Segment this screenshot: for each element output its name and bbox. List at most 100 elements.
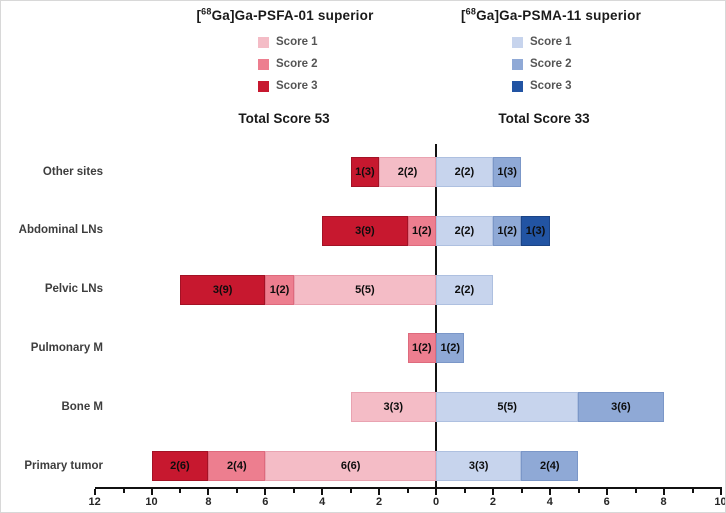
segment-value-label: 5(5)	[355, 283, 375, 296]
bar-segment-right-score2: 3(6)	[578, 392, 664, 423]
x-axis-major-tick	[548, 489, 551, 495]
x-axis-tick-label: 8	[205, 496, 212, 508]
x-axis-major-tick	[719, 489, 722, 495]
x-axis-minor-tick	[463, 489, 466, 493]
bar-segment-right-score3: 1(3)	[521, 215, 550, 246]
x-axis-line	[94, 487, 722, 489]
bar-segment-right-score2: 2(4)	[521, 451, 579, 481]
left-series-title: [68Ga]Ga-PSFA-01 superior	[196, 6, 374, 23]
x-axis-tick-label: 12	[88, 496, 101, 508]
bar-segment-left-score1: 2(2)	[379, 157, 436, 187]
segment-value-label: 1(3)	[355, 166, 375, 178]
bar-segment-left-score2: 2(4)	[208, 451, 266, 481]
x-axis-minor-tick	[577, 489, 580, 493]
x-axis-tick-label: 6	[262, 496, 269, 508]
bar-segment-right-score2: 1(3)	[492, 157, 522, 187]
x-axis-minor-tick	[634, 489, 637, 493]
legend-swatch-icon	[512, 36, 523, 48]
segment-value-label: 1(2)	[440, 342, 460, 355]
x-axis-major-tick	[491, 489, 494, 495]
legend-swatch-icon	[258, 80, 269, 92]
x-axis-major-tick	[264, 489, 267, 495]
x-axis-minor-tick	[293, 489, 296, 493]
category-label: Bone M	[61, 400, 103, 413]
x-axis-minor-tick	[350, 489, 353, 493]
bar-segment-left-score1: 3(3)	[350, 392, 436, 423]
segment-value-label: 2(6)	[170, 460, 190, 472]
bar-left-abdominal-lns: 3(9) 1(2)	[322, 215, 436, 246]
bar-segment-left-score1: 5(5)	[293, 274, 436, 305]
x-axis-major-tick	[207, 489, 210, 495]
legend-item-left-score1: Score 1	[258, 31, 318, 53]
bar-segment-left-score1: 6(6)	[265, 451, 436, 481]
segment-value-label: 2(2)	[454, 166, 475, 178]
category-label: Primary tumor	[24, 459, 103, 472]
segment-value-label: 3(3)	[468, 460, 489, 472]
bar-segment-right-score1: 2(2)	[436, 215, 493, 246]
legend-item-right-score2: Score 2	[512, 53, 572, 75]
x-axis-tick-label: 6	[603, 496, 610, 508]
segment-value-label: 1(2)	[411, 224, 432, 237]
legend-item-left-score2: Score 2	[258, 53, 318, 75]
category-label: Pulmonary M	[30, 341, 103, 354]
segment-value-label: 2(4)	[540, 460, 560, 472]
segment-value-label: 1(2)	[269, 283, 290, 296]
bar-right-pulmonary-m: 1(2)	[436, 333, 465, 364]
bar-right-abdominal-lns: 2(2) 1(2) 1(3)	[436, 215, 550, 246]
x-axis-tick-label: 8	[660, 496, 667, 508]
legend-item-label: Score 1	[276, 36, 318, 48]
legend-swatch-icon	[512, 80, 523, 92]
x-axis-tick-label: 10	[714, 496, 726, 508]
legend-item-left-score3: Score 3	[258, 75, 318, 97]
x-axis-minor-tick	[122, 489, 125, 493]
segment-value-label: 6(6)	[340, 460, 361, 472]
bar-segment-left-score3: 3(9)	[322, 215, 408, 246]
legend-item-right-score3: Score 3	[512, 75, 572, 97]
total-score-left: Total Score 53	[238, 111, 330, 126]
right-series-title: [68Ga]Ga-PSMA-11 superior	[460, 6, 642, 23]
category-label: Abdominal LNs	[18, 224, 103, 237]
segment-value-label: 2(4)	[227, 460, 247, 472]
x-axis-major-tick	[93, 489, 96, 495]
segment-value-label: 2(2)	[454, 283, 475, 296]
bar-segment-left-score3: 1(3)	[350, 157, 380, 187]
bar-segment-right-score2: 1(2)	[492, 215, 522, 246]
segment-value-label: 2(2)	[454, 224, 475, 237]
x-axis-tick-label: 10	[145, 496, 158, 508]
bar-left-primary-tumor: 2(6) 2(4) 6(6)	[151, 451, 437, 481]
bar-segment-right-score1: 3(3)	[436, 451, 522, 481]
segment-value-label: 3(3)	[383, 401, 404, 414]
legend-item-label: Score 3	[276, 80, 318, 92]
legend-item-label: Score 1	[530, 36, 572, 48]
x-axis-minor-tick	[520, 489, 523, 493]
bar-right-pelvic-lns: 2(2)	[436, 274, 493, 305]
bar-segment-left-score2: 1(2)	[407, 215, 436, 246]
x-axis-major-tick	[662, 489, 665, 495]
x-axis-minor-tick	[691, 489, 694, 493]
segment-value-label: 3(6)	[611, 401, 631, 414]
legend-left: Score 1 Score 2 Score 3	[258, 31, 318, 97]
segment-value-label: 5(5)	[497, 401, 517, 414]
category-label: Pelvic LNs	[44, 283, 103, 296]
x-axis-major-tick	[605, 489, 608, 495]
legend-item-label: Score 3	[530, 80, 572, 92]
legend-item-right-score1: Score 1	[512, 31, 572, 53]
category-label: Other sites	[42, 165, 103, 178]
x-axis-minor-tick	[236, 489, 239, 493]
bar-right-bone-m: 5(5) 3(6)	[436, 392, 664, 423]
legend-item-label: Score 2	[276, 58, 318, 70]
x-axis-major-tick	[435, 489, 437, 495]
segment-value-label: 1(3)	[525, 224, 546, 237]
legend-item-label: Score 2	[530, 58, 572, 70]
x-axis-tick-label: 4	[546, 496, 553, 508]
x-axis-tick-label: 4	[319, 496, 326, 508]
x-axis-major-tick	[150, 489, 153, 495]
segment-value-label: 2(2)	[397, 166, 418, 178]
segment-value-label: 1(2)	[411, 342, 432, 355]
segment-value-label: 3(9)	[212, 283, 233, 296]
bar-segment-left-score2: 1(2)	[265, 274, 294, 305]
bar-segment-right-score2: 1(2)	[436, 333, 465, 364]
legend-swatch-icon	[512, 58, 523, 70]
